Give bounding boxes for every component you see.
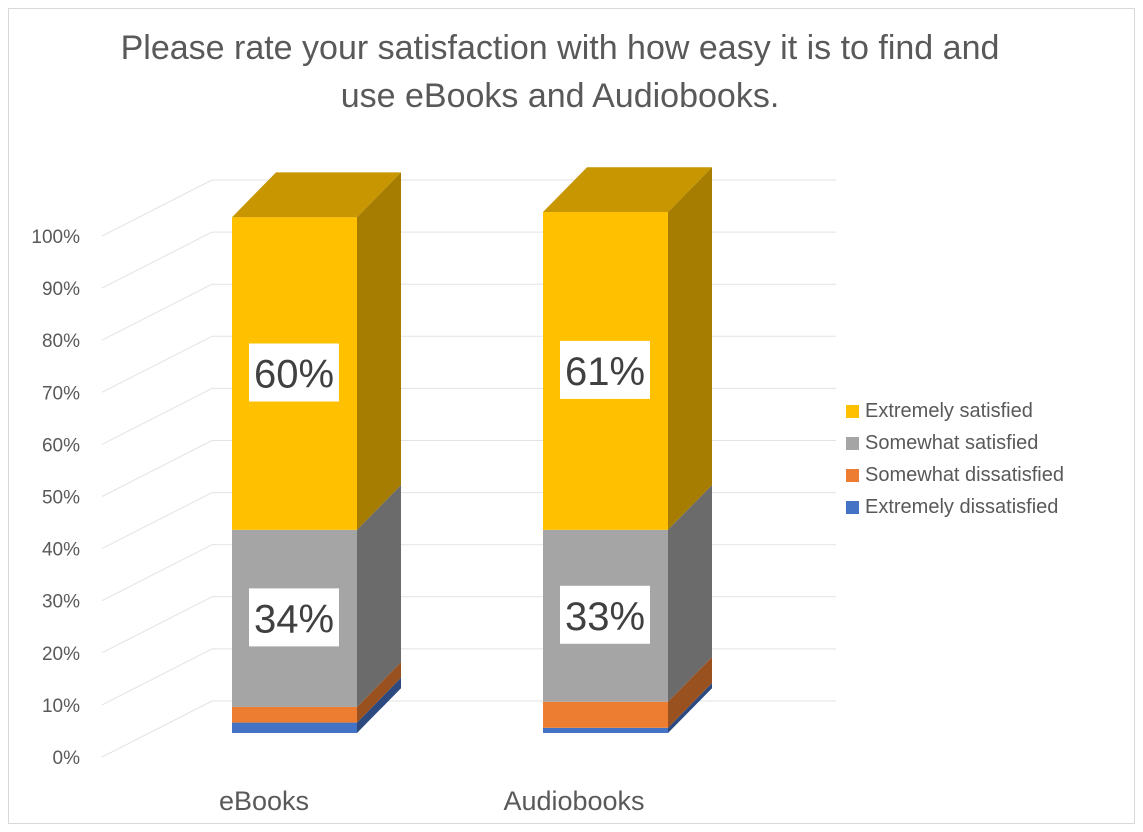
bar-segment [232, 722, 357, 733]
data-label-box [249, 588, 339, 647]
legend-swatch [846, 405, 859, 418]
bar-segment [543, 727, 668, 733]
data-label: 33% [565, 595, 645, 639]
y-tick-label: 100% [31, 227, 80, 248]
data-label-box [560, 340, 650, 399]
legend-swatch [846, 469, 859, 482]
data-label: 61% [565, 350, 645, 394]
legend-swatch [846, 437, 859, 450]
gridline-diagonal [101, 596, 213, 654]
chart-title: Please rate your satisfaction with how e… [120, 29, 1000, 115]
y-tick-label: 10% [42, 696, 80, 717]
y-tick-label: 50% [42, 488, 80, 509]
y-tick-label: 30% [42, 592, 80, 613]
bar-side [668, 656, 712, 728]
legend-item: Extremely satisfied [846, 400, 1033, 423]
legend-label: Somewhat dissatisfied [865, 464, 1064, 486]
legend-label: Somewhat satisfied [865, 432, 1039, 454]
bar-segment [543, 701, 668, 728]
y-tick-label: 20% [42, 644, 80, 665]
bar-top [543, 167, 712, 212]
gridline-diagonal [101, 648, 213, 706]
gridline-diagonal [101, 544, 213, 602]
data-label-box [249, 343, 339, 402]
bar-side [357, 485, 401, 707]
bar-side [357, 662, 401, 723]
data-label: 34% [254, 597, 334, 641]
y-tick-label: 70% [42, 383, 80, 404]
gridline-diagonal [101, 492, 213, 550]
y-tick-label: 80% [42, 331, 80, 352]
bar-side [357, 172, 401, 530]
y-tick-label: 40% [42, 540, 80, 561]
y-tick-label: 90% [42, 279, 80, 300]
legend-label: Extremely satisfied [865, 400, 1033, 422]
x-category-label: eBooks [219, 786, 309, 816]
bar-top [232, 172, 401, 218]
legend-label: Extremely dissatisfied [865, 496, 1059, 518]
bar-side [668, 485, 712, 702]
legend-item: Somewhat satisfied [846, 432, 1038, 455]
gridline-diagonal [101, 179, 213, 237]
gridline-diagonal [101, 440, 213, 497]
y-tick-label: 0% [53, 748, 81, 769]
legend-swatch [846, 501, 859, 514]
legend-item: Extremely dissatisfied [846, 496, 1058, 519]
bar-side [668, 682, 712, 733]
data-label: 60% [254, 353, 334, 397]
gridline-diagonal [101, 283, 213, 341]
x-category-label: Audiobooks [503, 786, 644, 816]
gridline-diagonal [101, 700, 213, 758]
bar-side [357, 677, 401, 733]
y-tick-label: 60% [42, 435, 80, 456]
bar-segment [232, 706, 357, 723]
gridline-diagonal [101, 387, 213, 445]
legend-item: Somewhat dissatisfied [846, 464, 1064, 487]
gridline-diagonal [101, 335, 213, 393]
bar-side [668, 167, 712, 530]
data-label-box [560, 585, 650, 644]
gridline-diagonal [101, 231, 213, 289]
